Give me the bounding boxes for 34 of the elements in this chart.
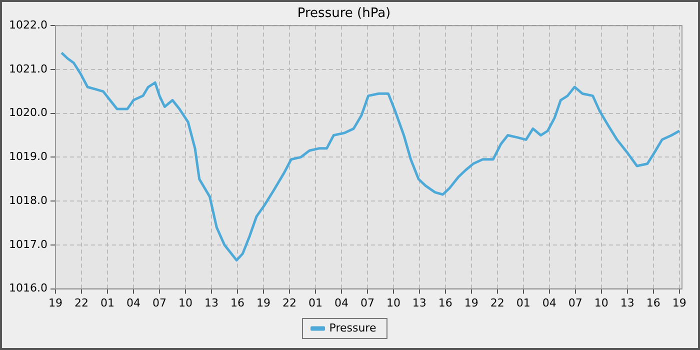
x-tick-label: 22 [282,296,296,310]
y-tick-label: 1017.0 [8,238,48,251]
x-tick-label: 22 [74,296,88,310]
y-tick-label: 1018.0 [8,194,48,207]
x-tick-label: 10 [386,296,400,310]
legend-label: Pressure [329,321,376,334]
x-tick-label: 04 [126,296,140,310]
x-tick-label: 04 [334,296,348,310]
x-tick-label: 01 [308,296,322,310]
x-tick-label: 04 [542,296,556,310]
x-tick-label: 19 [48,296,62,310]
y-tick-label: 1021.0 [8,62,48,76]
y-tick-label: 1020.0 [8,106,48,120]
y-tick-label: 1022.0 [8,18,48,32]
x-tick-label: 10 [178,296,192,310]
x-tick-label: 22 [490,296,504,310]
y-tick-label: 1019.0 [8,150,48,164]
x-tick-label: 16 [230,296,244,310]
x-tick-label: 01 [100,296,114,310]
x-tick-label: 16 [438,296,452,310]
x-tick-label: 19 [672,296,686,310]
y-tick-label: 1016.0 [8,282,48,295]
chart-title: Pressure (hPa) [297,6,391,22]
x-tick-label: 10 [594,296,608,310]
x-tick-label: 13 [620,296,634,310]
x-tick-label: 13 [412,296,426,310]
x-tick-label: 07 [568,296,582,310]
x-tick-label: 19 [256,296,270,310]
x-tick-label: 13 [204,296,218,310]
x-tick-label: 16 [646,296,660,310]
x-tick-label: 07 [360,296,374,310]
x-tick-label: 07 [152,296,166,310]
x-tick-label: 01 [516,296,530,310]
x-tick-label: 19 [464,296,478,310]
